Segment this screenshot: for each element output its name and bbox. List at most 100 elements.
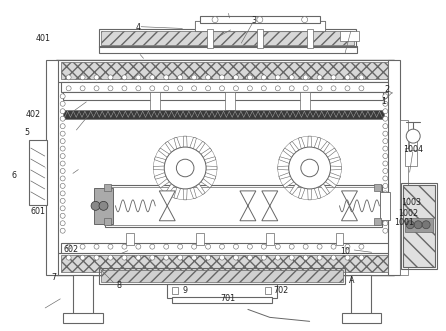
Bar [56, 61, 394, 82]
Circle shape [383, 161, 388, 166]
Bar [107, 187, 380, 225]
Polygon shape [279, 172, 290, 179]
Circle shape [261, 75, 266, 80]
Bar [104, 184, 112, 191]
Circle shape [60, 183, 65, 188]
Circle shape [383, 198, 388, 203]
Polygon shape [283, 148, 294, 157]
Bar [61, 255, 388, 271]
Text: 7: 7 [52, 273, 57, 282]
Polygon shape [174, 137, 181, 149]
Circle shape [275, 75, 280, 80]
Polygon shape [158, 179, 169, 188]
Circle shape [331, 75, 336, 80]
Circle shape [91, 201, 100, 210]
Polygon shape [183, 189, 187, 200]
Circle shape [192, 244, 197, 249]
Bar [167, 285, 277, 299]
Circle shape [60, 206, 65, 211]
Text: 701: 701 [220, 294, 235, 303]
Circle shape [345, 244, 350, 249]
Circle shape [422, 221, 430, 229]
Circle shape [136, 75, 141, 80]
Polygon shape [342, 191, 357, 221]
Circle shape [383, 124, 388, 129]
Polygon shape [154, 172, 166, 179]
Polygon shape [290, 141, 299, 152]
Polygon shape [320, 141, 330, 152]
Bar [339, 30, 359, 40]
Bar [265, 288, 271, 295]
Circle shape [66, 86, 71, 91]
Polygon shape [153, 166, 164, 170]
Circle shape [66, 75, 71, 80]
Circle shape [60, 116, 65, 121]
Circle shape [164, 244, 169, 249]
Bar [195, 21, 325, 30]
Bar [266, 233, 274, 245]
Circle shape [383, 94, 388, 99]
Bar [380, 192, 390, 220]
Polygon shape [298, 137, 305, 149]
Polygon shape [308, 136, 312, 147]
Text: 6: 6 [12, 171, 17, 180]
Circle shape [301, 159, 318, 177]
Circle shape [164, 75, 169, 80]
Polygon shape [183, 136, 187, 147]
Circle shape [257, 17, 263, 23]
Circle shape [261, 244, 266, 249]
Circle shape [122, 75, 127, 80]
Circle shape [289, 244, 294, 249]
Circle shape [406, 129, 420, 143]
Polygon shape [308, 189, 312, 200]
Circle shape [60, 168, 65, 173]
Polygon shape [298, 187, 305, 199]
Circle shape [176, 159, 194, 177]
Polygon shape [314, 137, 321, 149]
Bar [405, 218, 433, 232]
Circle shape [248, 75, 252, 80]
Bar [200, 16, 320, 23]
Polygon shape [165, 141, 174, 152]
Bar [342, 313, 381, 323]
Circle shape [136, 86, 141, 91]
Circle shape [178, 244, 183, 249]
Circle shape [233, 255, 239, 260]
Bar [400, 120, 408, 274]
Bar [307, 28, 313, 49]
Bar [401, 183, 437, 268]
Circle shape [303, 244, 308, 249]
Polygon shape [325, 179, 336, 188]
Circle shape [60, 139, 65, 144]
Circle shape [383, 131, 388, 136]
Circle shape [383, 139, 388, 144]
Polygon shape [240, 191, 256, 221]
Circle shape [275, 86, 280, 91]
Bar [172, 298, 272, 304]
Circle shape [383, 101, 388, 106]
Polygon shape [325, 148, 336, 157]
Circle shape [206, 255, 211, 260]
Circle shape [331, 86, 336, 91]
Bar [63, 92, 383, 100]
Circle shape [383, 206, 388, 211]
Circle shape [331, 255, 336, 260]
Text: 1002: 1002 [399, 209, 419, 218]
Polygon shape [262, 191, 278, 221]
Polygon shape [196, 141, 205, 152]
Bar [99, 28, 356, 46]
Circle shape [60, 154, 65, 159]
Circle shape [383, 146, 388, 151]
Bar [196, 233, 204, 245]
Text: 1001: 1001 [394, 218, 414, 227]
Circle shape [219, 255, 224, 260]
Circle shape [248, 255, 252, 260]
Circle shape [406, 221, 414, 229]
Bar [29, 140, 47, 205]
Circle shape [60, 221, 65, 226]
Circle shape [383, 213, 388, 218]
Polygon shape [314, 187, 321, 199]
Polygon shape [196, 184, 205, 195]
Text: 602: 602 [63, 245, 78, 254]
Text: 401: 401 [36, 34, 51, 43]
